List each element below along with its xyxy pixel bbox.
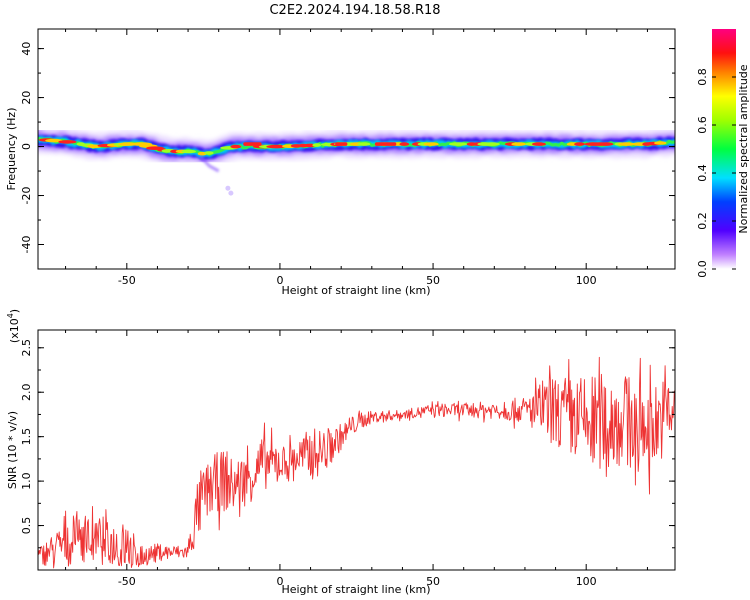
ridge-hotspot: [181, 149, 196, 154]
spectrogram-x-tick-label: 0: [276, 274, 283, 287]
ridge-hot-segment: [374, 142, 397, 146]
spectrogram-x-axis-title: Height of straight line (km): [281, 284, 430, 297]
spectrogram-panel: -50 0 50 100 -40 -20 0 20 40 Height of straight…: [5, 28, 676, 297]
colorbar: 0.0 0.2 0.4 0.6 0.8 Normalized spectral ampl…: [696, 29, 750, 278]
spectrogram-y-tick-label: -20: [20, 187, 33, 205]
snr-y-tick-label: 2.5: [20, 339, 33, 357]
ridge-hotspot: [599, 142, 614, 146]
ridge-hotspot: [357, 142, 371, 146]
spectrogram-frame: [37, 28, 676, 270]
ridge-hotspot: [399, 142, 410, 146]
snr-x-tick-label: 100: [576, 575, 597, 588]
snr-x-tick-label: 50: [426, 575, 440, 588]
snr-x-tick-label: 0: [276, 575, 283, 588]
ridge-hotspot: [58, 140, 77, 144]
spectrogram-x-tick-label: 100: [576, 274, 597, 287]
ridge-hotspot: [45, 138, 63, 143]
snr-multiplier-close: ): [8, 309, 21, 313]
snr-x-tick-label: -50: [118, 575, 136, 588]
snr-y-tick-label: 2.0: [20, 383, 33, 401]
spectrogram-x-tick-label: -50: [118, 274, 136, 287]
spectrogram-y-tick-label: -40: [20, 236, 33, 254]
snr-series-line: [38, 356, 675, 569]
ridge-hot-segment: [335, 142, 348, 146]
spectrogram-y-tick-label: 20: [20, 91, 33, 105]
ridge-hotspot: [204, 151, 214, 155]
snr-y-tick-label: 1.0: [20, 472, 33, 490]
spectrogram-y-axis-title: Frequency (Hz): [5, 108, 18, 191]
ridge-hotspot: [618, 142, 636, 146]
colorbar-tick-label: 0.4: [696, 164, 709, 182]
spectrogram-streak-dot: [228, 190, 234, 196]
spectrogram-streak: [199, 155, 220, 173]
spectrogram-y-tick-label: 0: [20, 143, 33, 150]
colorbar-tick-label: 0.2: [696, 212, 709, 230]
spectrogram-streak-dot: [225, 185, 231, 191]
snr-x-axis-title: Height of straight line (km): [281, 583, 430, 596]
spectrogram-x-tick-label: 50: [426, 274, 440, 287]
ridge-hotspot: [266, 144, 287, 149]
colorbar-gradient: [712, 29, 736, 269]
colorbar-tick-label: 0.6: [696, 116, 709, 134]
colorbar-tick-label: 0.0: [696, 260, 709, 278]
ridge-hotspot: [574, 142, 585, 146]
ridge-hotspot: [483, 142, 500, 146]
ridge-hotspot: [312, 143, 322, 147]
snr-y-axis-title: SNR (10 * v/v): [6, 411, 19, 489]
ridge-hotspot: [532, 142, 546, 146]
snr-frame: [37, 329, 676, 571]
ridge-hot-segment: [243, 142, 262, 146]
ridge-hotspot: [654, 141, 667, 145]
snr-y-multiplier: (x104): [6, 309, 21, 343]
snr-panel: -50 0 50 100 0.5 1.0 1.5 2.0 2.5 Height of stra…: [6, 309, 676, 596]
chart-title: C2E2.2024.194.18.58.R18: [269, 3, 440, 18]
ridge-hotspot: [511, 142, 527, 146]
snr-y-tick-label: 1.5: [20, 428, 33, 446]
colorbar-tick-label: 0.8: [696, 68, 709, 86]
snr-y-tick-label: 0.5: [20, 517, 33, 535]
spectrogram-y-tick-label: 40: [20, 42, 33, 56]
ridge-hotspot: [230, 144, 242, 149]
snr-multiplier-base: (x10: [8, 318, 21, 343]
snr-multiplier-exponent: 4: [6, 313, 15, 318]
ridge-hotspot: [423, 142, 439, 146]
colorbar-title: Normalized spectral amplitude: [737, 64, 750, 233]
ridge-hotspot: [448, 142, 468, 146]
